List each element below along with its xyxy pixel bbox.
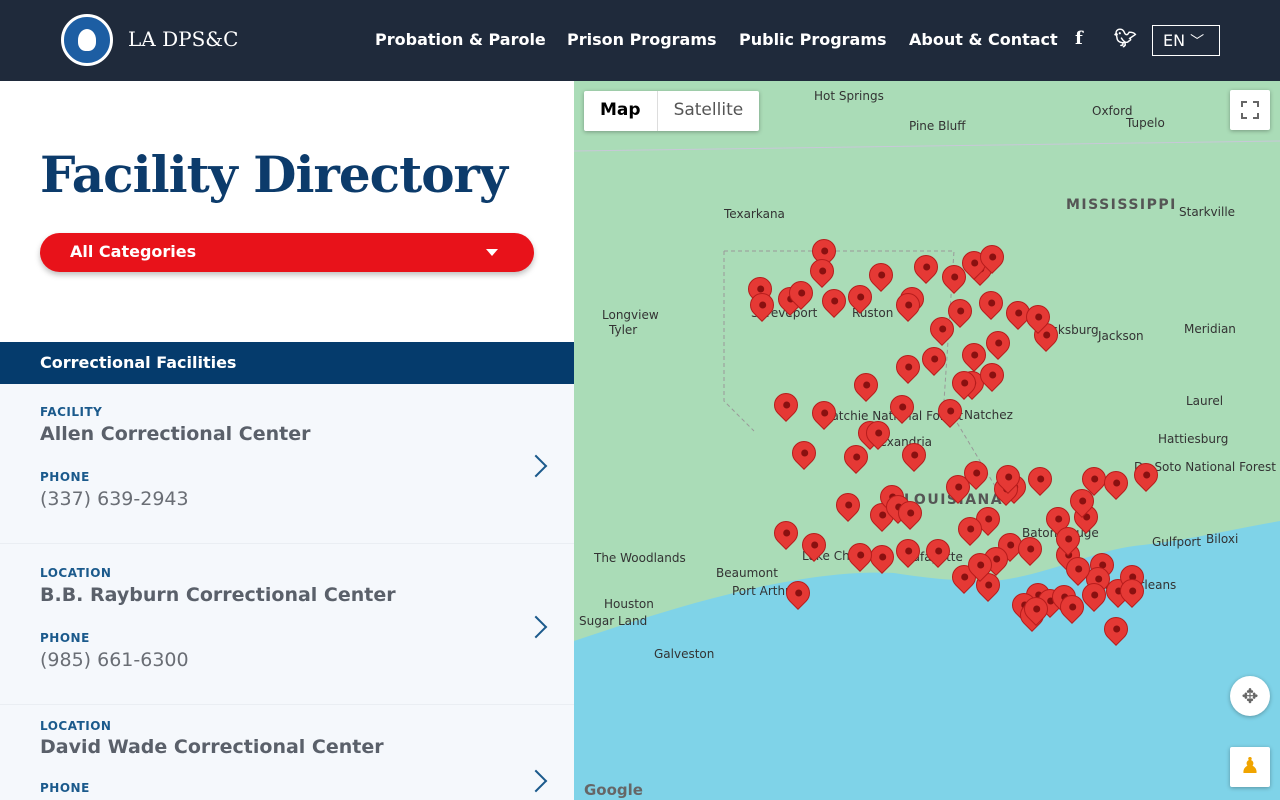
map-state-label: LOUISIANA: [904, 492, 1003, 508]
nav-prison-programs[interactable]: Prison Programs: [567, 30, 717, 49]
chevron-right-icon[interactable]: [524, 769, 548, 793]
facility-list-item[interactable]: LOCATION B.B. Rayburn Correctional Cente…: [0, 545, 574, 705]
street-view-pegman[interactable]: ♟: [1230, 747, 1270, 787]
nav-public-programs[interactable]: Public Programs: [739, 30, 887, 49]
map-city-label: Hot Springs: [814, 89, 884, 103]
top-navigation: LA DPS&C Probation & Parole Prison Progr…: [0, 0, 1280, 81]
facility-phone: (337) 639-2943: [40, 488, 189, 510]
facility-list-item[interactable]: FACILITY Allen Correctional Center PHONE…: [0, 384, 574, 544]
map-city-label: Natchez: [964, 408, 1013, 422]
map-city-label: Tyler: [609, 323, 638, 337]
map-city-label: Hattiesburg: [1158, 432, 1229, 446]
facility-phone: (985) 661-6300: [40, 649, 189, 671]
map-city-label: Pine Bluff: [909, 119, 966, 133]
map-city-label: Beaumont: [716, 566, 778, 580]
category-select[interactable]: All Categories: [40, 233, 534, 272]
map-state-label: MISSISSIPPI: [1066, 197, 1177, 213]
facebook-icon[interactable]: f: [1075, 28, 1083, 49]
twitter-icon[interactable]: 🐦︎: [1114, 28, 1137, 49]
item-label: LOCATION: [40, 719, 112, 733]
sidebar-header: Facility Directory All Categories: [0, 81, 574, 342]
map-type-satellite[interactable]: Satellite: [656, 91, 760, 131]
language-value: EN: [1163, 31, 1186, 50]
nav-about-contact[interactable]: About & Contact: [909, 30, 1058, 49]
map-city-label: Kisatchie National Forest: [814, 409, 963, 423]
map-city-label: Gulfport: [1152, 535, 1202, 549]
page-title: Facility Directory: [40, 145, 508, 204]
map-type-control: Map Satellite: [584, 91, 760, 131]
state-seal-logo[interactable]: [61, 14, 113, 66]
facility-sidebar: Facility Directory All Categories Correc…: [0, 81, 574, 800]
google-logo: Google: [584, 781, 643, 799]
map-city-label: Sugar Land: [579, 614, 648, 628]
pegman-icon: ♟: [1240, 754, 1260, 779]
fullscreen-icon: [1241, 101, 1259, 119]
map-city-label: Port Arthur: [732, 584, 798, 598]
brand-name[interactable]: LA DPS&C: [128, 27, 239, 51]
item-label: LOCATION: [40, 566, 112, 580]
map-city-label: Starkville: [1179, 205, 1236, 219]
chevron-right-icon[interactable]: [524, 454, 548, 478]
map-city-label: Longview: [602, 308, 659, 322]
chevron-right-icon[interactable]: [524, 615, 548, 639]
map-city-label: Texarkana: [724, 207, 785, 221]
facility-name: David Wade Correctional Center: [40, 736, 384, 758]
nav-probation-parole[interactable]: Probation & Parole: [375, 30, 546, 49]
item-label: FACILITY: [40, 405, 103, 419]
map-city-label: Biloxi: [1206, 532, 1239, 546]
category-select-value: All Categories: [70, 242, 197, 261]
map-city-label: The Woodlands: [594, 551, 686, 565]
map-city-label: Tupelo: [1126, 116, 1165, 130]
caret-down-icon: [486, 249, 498, 256]
map-city-label: De Soto National Forest: [1134, 460, 1276, 474]
phone-label: PHONE: [40, 631, 90, 645]
map-city-label: Jackson: [1098, 329, 1144, 343]
phone-label: PHONE: [40, 781, 90, 795]
move-icon: ✥: [1241, 684, 1259, 708]
fullscreen-button[interactable]: [1230, 90, 1270, 130]
section-header: Correctional Facilities: [0, 342, 574, 384]
language-select[interactable]: EN ﹀: [1152, 25, 1220, 56]
map-city-label: Laurel: [1186, 394, 1224, 408]
map-city-label: Houston: [604, 597, 654, 611]
map-type-map[interactable]: Map: [600, 100, 641, 120]
camera-control-button[interactable]: ✥: [1230, 676, 1270, 716]
facility-name: Allen Correctional Center: [40, 423, 311, 445]
map[interactable]: Hot Springs Pine Bluff Oxford Tupelo Texarka…: [574, 81, 1280, 800]
map-city-label: Galveston: [654, 647, 715, 661]
map-city-label: Oxford: [1092, 104, 1133, 118]
chevron-down-icon: ﹀: [1190, 34, 1205, 50]
facility-name: B.B. Rayburn Correctional Center: [40, 584, 396, 606]
facility-list-item[interactable]: LOCATION David Wade Correctional Center …: [0, 705, 574, 800]
map-city-label: Meridian: [1184, 322, 1236, 336]
phone-label: PHONE: [40, 470, 90, 484]
